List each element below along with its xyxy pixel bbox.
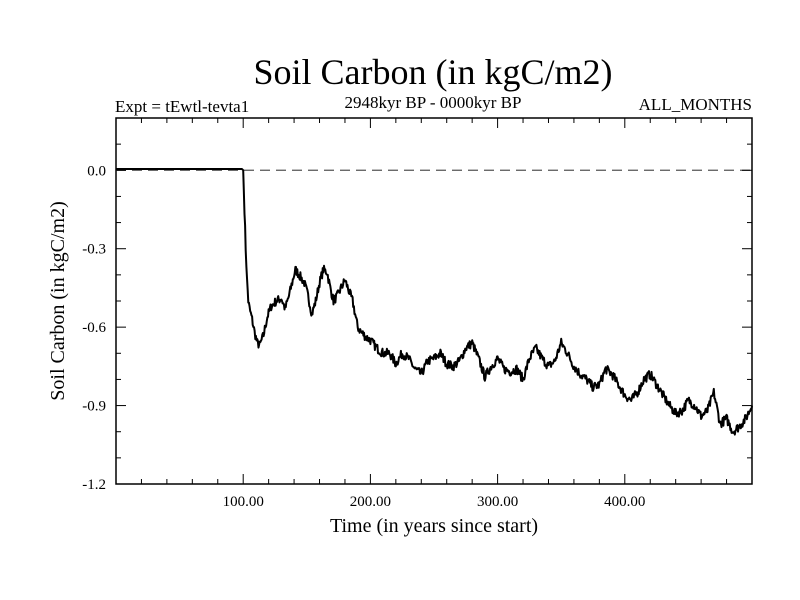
x-tick-label: 300.00 — [477, 494, 518, 510]
y-tick-label: -0.6 — [82, 320, 106, 336]
plot-frame — [115, 117, 753, 485]
x-axis-label: Time (in years since start) — [330, 515, 538, 537]
y-tick-label: -1.2 — [82, 477, 106, 493]
chart-subtitle-center: 2948kyr BP - 0000kyr BP — [345, 93, 522, 112]
y-axis-label: Soil Carbon (in kgC/m2) — [47, 201, 69, 400]
y-tick-label: 0.0 — [87, 163, 106, 179]
y-tick-label: -0.9 — [82, 399, 106, 415]
chart-subtitle-left: Expt = tEwtl-tevta1 — [115, 97, 249, 116]
axis-ticks: 100.00 200.00 300.00 400.00 0.0 -0.3 -0.6 -0.9 -… — [82, 117, 752, 510]
chart-title: Soil Carbon (in kgC/m2) — [254, 52, 613, 92]
chart-subtitle-right: ALL_MONTHS — [639, 95, 752, 114]
x-tick-label: 100.00 — [223, 494, 264, 510]
soil-carbon-series-line — [115, 168, 753, 436]
y-tick-label: -0.3 — [82, 242, 106, 258]
x-tick-label: 200.00 — [350, 494, 391, 510]
x-tick-label: 400.00 — [604, 494, 645, 510]
